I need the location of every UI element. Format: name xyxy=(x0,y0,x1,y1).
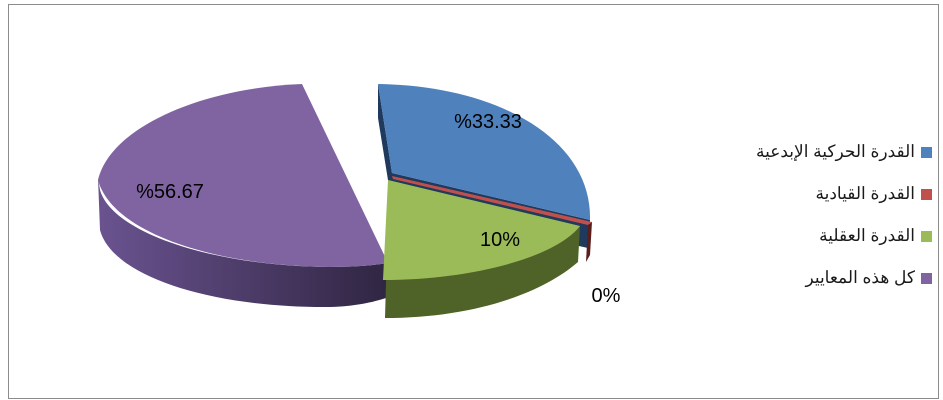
legend-item-leadership: القدرة القيادية xyxy=(700,182,932,206)
legend-item-all-criteria: كل هذه المعايير xyxy=(700,266,932,290)
slice-leadership-side xyxy=(586,222,592,262)
legend-swatch-leadership xyxy=(921,188,932,200)
slice-creative-motor-top xyxy=(378,84,591,220)
slice-all-criteria-top xyxy=(98,84,388,267)
legend-label-leadership: القدرة القيادية xyxy=(815,184,916,203)
slice-mental-top xyxy=(383,180,580,280)
slice-leadership-top xyxy=(392,176,592,225)
legend-item-mental: القدرة العقلية xyxy=(700,224,932,248)
legend-item-creative-motor: القدرة الحركية الإبدعية xyxy=(700,140,932,164)
slice-all-criteria-side xyxy=(98,84,392,308)
data-label-creative-motor: %33.33 xyxy=(454,111,522,133)
legend-label-all-criteria: كل هذه المعايير xyxy=(805,268,915,287)
legend-label-mental: القدرة العقلية xyxy=(819,226,915,245)
legend-label-creative-motor: القدرة الحركية الإبدعية xyxy=(755,142,915,161)
legend: القدرة الحركية الإبدعية القدرة القيادية … xyxy=(700,140,932,308)
slice-mental xyxy=(383,180,580,318)
legend-swatch-all-criteria xyxy=(921,272,932,284)
data-label-all-criteria: %56.67 xyxy=(136,181,204,203)
slice-creative-motor-left-side xyxy=(378,84,392,205)
slice-all-criteria xyxy=(98,84,392,308)
legend-swatch-creative-motor xyxy=(921,146,932,158)
data-label-mental: 10% xyxy=(480,229,520,251)
legend-swatch-mental xyxy=(921,230,932,242)
data-label-leadership: 0% xyxy=(592,285,621,307)
slice-leadership xyxy=(392,176,592,262)
